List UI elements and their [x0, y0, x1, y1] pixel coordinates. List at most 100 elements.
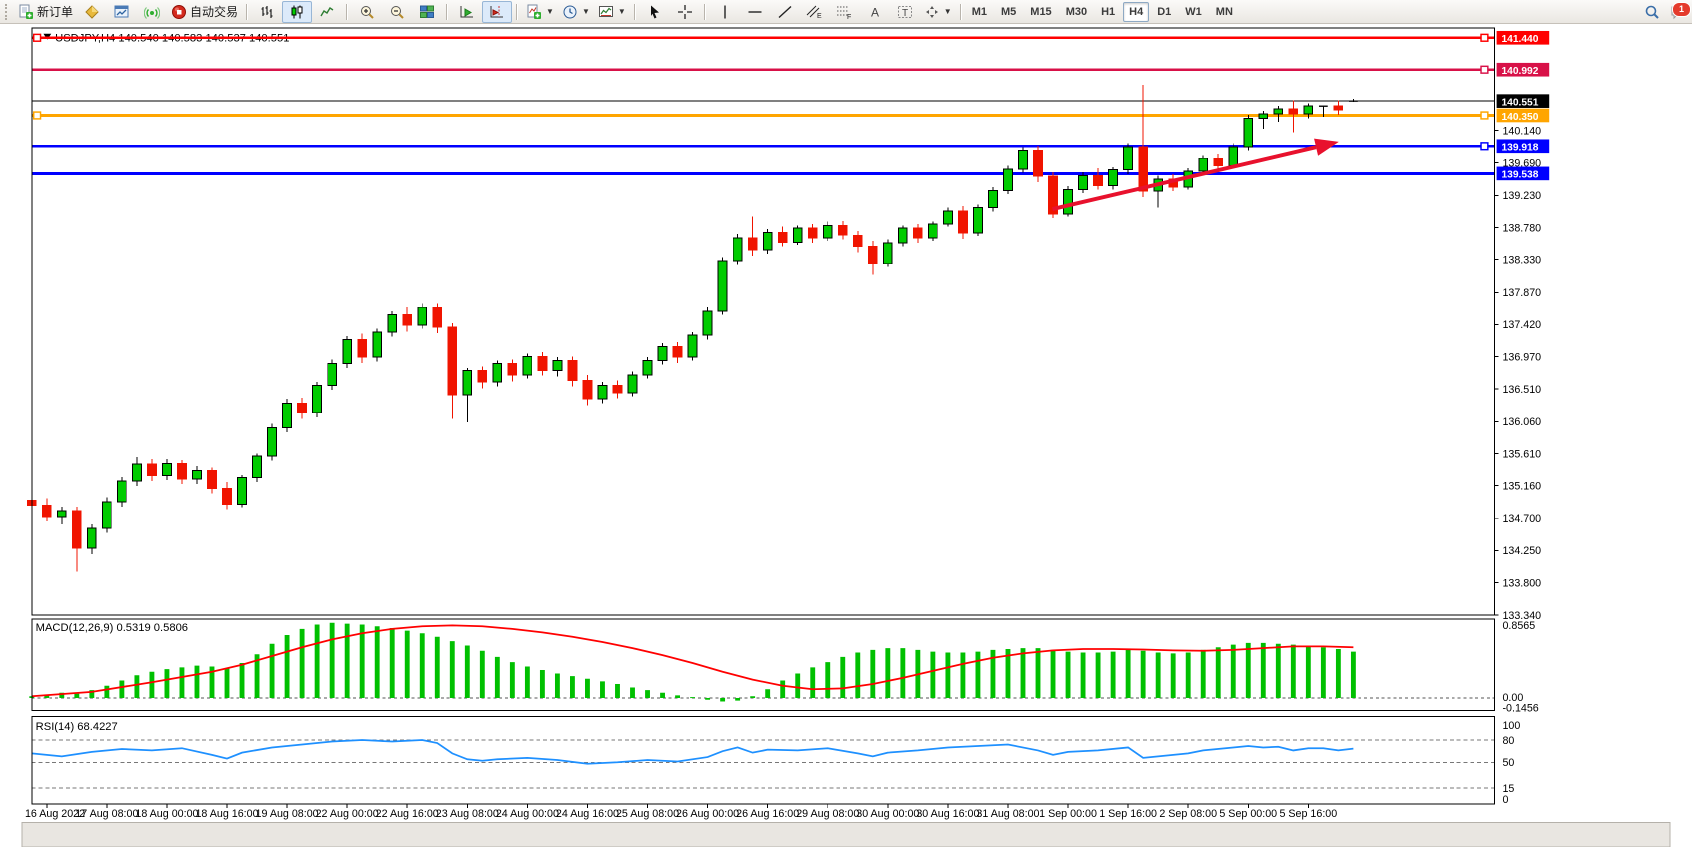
- price-tick-label: 137.420: [1502, 319, 1541, 331]
- new-chart-button[interactable]: [107, 1, 137, 23]
- search-button[interactable]: [1637, 1, 1667, 23]
- rsi-line: [31, 739, 1354, 765]
- candles-layer: [26, 84, 1358, 572]
- macd-axis-label: 0.8565: [1502, 620, 1535, 632]
- timeframe-H4[interactable]: H4: [1123, 1, 1150, 22]
- candlestick-mode-button[interactable]: [282, 0, 313, 23]
- toolbar-separator: [633, 3, 636, 20]
- line-chart-mode-button[interactable]: [312, 1, 342, 23]
- zoom-in-button[interactable]: [352, 1, 382, 23]
- auto-scroll-button[interactable]: [452, 1, 482, 23]
- horizontal-line-tool[interactable]: [740, 1, 770, 23]
- toolbar-separator: [703, 3, 706, 20]
- tile-windows-icon: [420, 5, 435, 18]
- timeframe-M30[interactable]: M30: [1065, 5, 1088, 18]
- line-handle[interactable]: [1480, 111, 1489, 120]
- trend-arrow-annotation[interactable]: [1052, 138, 1339, 211]
- chart-generated-layer: 140.140 139.690 139.230 138.780 138.330 137.8…: [21, 27, 1671, 847]
- price-badge-label: 140.551: [1501, 98, 1538, 109]
- price-badge: [1496, 94, 1550, 108]
- timeframe-D1[interactable]: D1: [1157, 5, 1172, 18]
- rsi-label: RSI(14) 68.4227: [36, 721, 118, 733]
- crosshair-icon: [677, 4, 692, 19]
- notifications-button[interactable]: 1: [1667, 1, 1691, 22]
- arrows-tool-icon: [925, 5, 938, 18]
- svg-text:A: A: [871, 5, 879, 19]
- time-tick-label: 17 Aug 08:00: [75, 808, 138, 820]
- line-handle[interactable]: [32, 33, 42, 42]
- horizontal-line-icon: [748, 10, 762, 13]
- rsi-axis-label: 15: [1502, 783, 1514, 795]
- chart-shift-button[interactable]: [482, 0, 513, 23]
- metaeditor-icon: [85, 4, 99, 19]
- line-chart-mode-icon: [320, 6, 334, 16]
- new-order-button[interactable]: 新订单: [14, 1, 77, 23]
- metaeditor-button[interactable]: [77, 1, 107, 23]
- price-tick-label: 137.870: [1502, 287, 1541, 299]
- price-badge: [1496, 108, 1550, 123]
- time-tick-label: 5 Sep 16:00: [1279, 808, 1337, 820]
- timeframe-H1[interactable]: H1: [1101, 5, 1116, 18]
- zoom-out-button[interactable]: [382, 1, 412, 23]
- timeframe-M15[interactable]: M15: [1030, 5, 1052, 18]
- time-tick-label: 5 Sep 00:00: [1219, 808, 1277, 820]
- templates-button[interactable]: ▼: [594, 1, 630, 23]
- price-badge-label: 141.440: [1501, 34, 1538, 45]
- time-tick-label: 22 Aug 16:00: [376, 808, 439, 820]
- time-tick-label: 24 Aug 16:00: [556, 808, 619, 820]
- toolbar-separator: [959, 3, 962, 20]
- fibonacci-tool[interactable]: F: [830, 1, 860, 23]
- timeframe-W1[interactable]: W1: [1185, 5, 1202, 18]
- toolbar-separator: [246, 3, 249, 20]
- new-order-icon: [19, 4, 33, 19]
- line-handle[interactable]: [1480, 142, 1489, 151]
- price-level-lines[interactable]: [31, 33, 1495, 175]
- zoom-in-icon: [361, 5, 374, 19]
- indicators-button[interactable]: ▼: [522, 1, 558, 23]
- trendline-icon: [778, 5, 792, 18]
- vertical-line-tool[interactable]: [710, 1, 740, 23]
- macd-pane-border: [31, 618, 1496, 712]
- text-label-tool[interactable]: T: [890, 1, 920, 23]
- macd-signal-line: [31, 624, 1354, 698]
- svg-text:E: E: [817, 13, 822, 20]
- chart-canvas[interactable]: USDJPY,H4 140.540 140.583 140.537 140.55…: [0, 24, 1692, 847]
- macd-axis-label: -0.1456: [1502, 703, 1538, 715]
- auto-scroll-icon: [460, 5, 474, 17]
- timeframe-M1[interactable]: M1: [971, 5, 987, 18]
- line-handle[interactable]: [1480, 33, 1489, 42]
- time-tick-label: 26 Aug 00:00: [676, 808, 739, 820]
- line-handle[interactable]: [32, 111, 42, 120]
- rsi-axis-label: 50: [1502, 757, 1514, 769]
- timeframe-MN[interactable]: MN: [1215, 5, 1233, 18]
- price-badge-label: 140.350: [1501, 112, 1538, 123]
- timeframe-M5[interactable]: M5: [1001, 5, 1017, 18]
- equidistant-channel-icon: E: [806, 5, 822, 20]
- signals-button[interactable]: [137, 1, 167, 23]
- bar-chart-mode-button[interactable]: [252, 1, 282, 23]
- chart-window[interactable]: USDJPY,H4 140.540 140.583 140.537 140.55…: [0, 24, 1692, 847]
- arrows-tool[interactable]: ▼: [920, 1, 956, 23]
- autotrading-button[interactable]: 自动交易: [167, 1, 242, 23]
- time-tick-label: 22 Aug 00:00: [316, 808, 379, 820]
- periods-button[interactable]: ▼: [558, 1, 594, 23]
- time-tick-label: 30 Aug 16:00: [916, 808, 979, 820]
- time-tick-label: 29 Aug 08:00: [796, 808, 859, 820]
- equidistant-channel-tool[interactable]: E: [800, 1, 830, 23]
- cursor-button[interactable]: [640, 1, 670, 23]
- tile-windows-button[interactable]: [412, 1, 442, 23]
- cursor-icon: [650, 5, 659, 18]
- price-badge: [1496, 30, 1550, 45]
- trendline-tool[interactable]: [770, 1, 800, 23]
- text-tool[interactable]: A: [860, 1, 890, 23]
- price-tick-label: 133.800: [1502, 577, 1541, 589]
- price-axis[interactable]: 140.140 139.690 139.230 138.780 138.330 137.8…: [1494, 30, 1550, 806]
- price-badge: [1496, 139, 1550, 154]
- price-tick-label: 135.160: [1502, 480, 1541, 492]
- line-handle[interactable]: [1480, 65, 1489, 74]
- time-tick-label: 23 Aug 08:00: [436, 808, 499, 820]
- svg-text:T: T: [902, 8, 908, 19]
- time-tick-label: 18 Aug 00:00: [135, 808, 198, 820]
- crosshair-button[interactable]: [670, 1, 700, 23]
